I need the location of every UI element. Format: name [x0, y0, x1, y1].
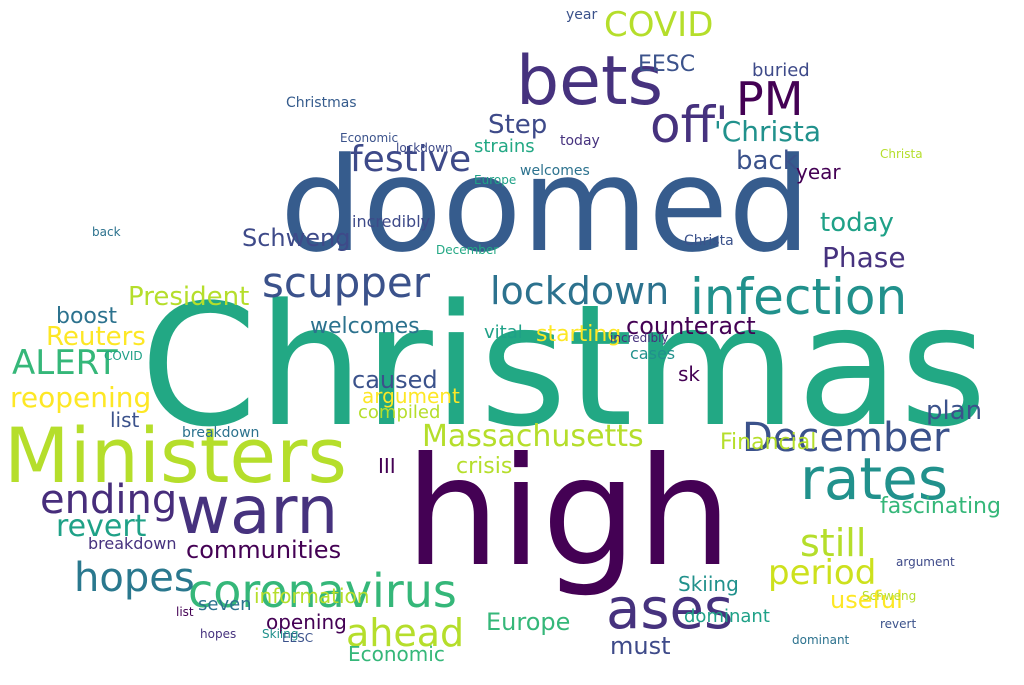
word-pm: PM — [736, 72, 804, 126]
word-financial: Financial — [720, 430, 817, 455]
word-ases: ases — [606, 577, 734, 642]
word-period: period — [768, 553, 877, 593]
word-filler: Christa — [880, 147, 923, 161]
word-filler: today — [560, 133, 600, 149]
word-boost: boost — [56, 304, 117, 329]
word-christa-quote: 'Christa — [714, 115, 822, 148]
word-rates: rates — [800, 445, 949, 513]
word-breakdown: breakdown — [88, 534, 177, 553]
word-hopes: hopes — [74, 555, 195, 601]
word-buried: buried — [752, 60, 810, 81]
word-filler: EESC — [282, 631, 314, 645]
word-filler: dominant — [792, 633, 850, 647]
word-plan: plan — [926, 396, 983, 426]
word-counteract: counteract — [626, 312, 756, 340]
word-president: President — [128, 282, 250, 312]
word-december: December — [742, 415, 950, 461]
word-filler: Christmas — [286, 95, 357, 111]
word-filler: December — [436, 243, 499, 257]
word-filler: Schweng — [862, 589, 917, 603]
word-europe: Europe — [486, 608, 571, 636]
word-reopening: reopening — [10, 381, 152, 414]
word-christa: Christa — [684, 233, 734, 249]
word-filler: Europe — [474, 173, 517, 187]
word-christmas: Christmas — [140, 268, 988, 464]
word-compiled: compiled — [358, 402, 441, 423]
word-filler: revert — [880, 617, 917, 631]
word-alert: ALERT — [12, 343, 118, 383]
word-covid: COVID — [604, 5, 714, 45]
word-information: information — [254, 584, 370, 608]
word-filler: lockdown — [396, 141, 453, 155]
word-ahead: ahead — [346, 611, 465, 655]
word-argument: argument — [362, 384, 460, 408]
word-filler: list — [176, 605, 194, 619]
word-caused: caused — [352, 366, 438, 394]
word-seven: seven — [198, 594, 252, 615]
word-high: high — [405, 426, 733, 600]
word-step: Step — [488, 110, 548, 140]
word-coronavirus: coronavirus — [188, 564, 457, 618]
word-year: year — [796, 160, 841, 184]
word-eesc: EESC — [638, 52, 696, 77]
word-incredibly: incredibly — [352, 212, 431, 231]
word-lockdown: lockdown — [490, 269, 670, 313]
word-schweng: Schweng — [242, 224, 351, 252]
word-fascinating: fascinating — [880, 494, 1001, 519]
word-filler: year — [566, 7, 598, 23]
word-scupper: scupper — [262, 258, 431, 307]
word-phase: Phase — [822, 241, 906, 274]
word-opening: opening — [266, 610, 347, 634]
word-sk: sk — [678, 362, 701, 386]
word-revert: revert — [56, 509, 147, 544]
word-filler: argument — [896, 555, 955, 569]
word-strains: strains — [474, 136, 535, 157]
word-filler: back — [92, 225, 121, 239]
word-doomed: doomed — [280, 129, 811, 281]
word-filler: breakdown — [182, 425, 260, 441]
word-iii: III — [378, 454, 396, 478]
word-filler: Skiing — [262, 627, 299, 641]
word-vital: vital — [484, 322, 523, 343]
word-filler: incredibly — [610, 331, 669, 345]
word-back: back — [736, 146, 798, 176]
word-dominant: dominant — [684, 606, 770, 627]
word-festive: festive — [350, 139, 472, 180]
word-bets: bets — [516, 42, 664, 121]
word-crisis: crisis — [456, 454, 513, 479]
word-filler: Economic — [340, 131, 399, 145]
word-infection: infection — [690, 268, 908, 326]
word-communities: communities — [186, 536, 342, 564]
word-ending: ending — [40, 477, 178, 523]
word-filler: welcomes — [520, 163, 590, 179]
word-starting: starting — [536, 322, 622, 347]
word-welcomes: welcomes — [310, 314, 420, 339]
word-still: still — [800, 521, 867, 565]
word-filler: hopes — [200, 627, 237, 641]
word-useful: useful — [830, 586, 903, 614]
word-economic: Economic — [348, 642, 445, 666]
word-reuters: Reuters — [46, 322, 146, 352]
word-filler: COVID — [104, 349, 143, 363]
word-today: today — [820, 208, 894, 238]
word-off: off' — [650, 96, 729, 154]
word-skiing: Skiing — [678, 572, 739, 596]
word-massachusetts: Massachusetts — [422, 419, 644, 454]
word-ministers: Ministers — [4, 411, 347, 500]
word-warn: warn — [176, 472, 339, 549]
word-cases: cases — [630, 344, 676, 363]
word-list: list — [110, 408, 140, 432]
word-must: must — [610, 632, 671, 660]
